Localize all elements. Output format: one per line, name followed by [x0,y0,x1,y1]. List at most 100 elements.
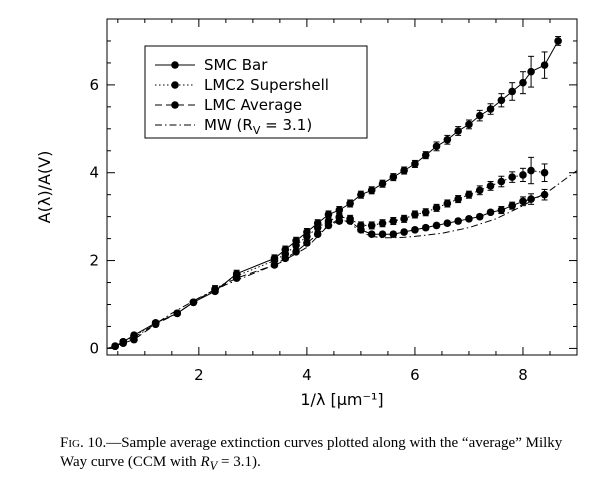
data-point [119,339,128,347]
series-3 [106,170,578,349]
data-point [554,37,562,45]
data-point [508,201,516,210]
caption-figure-number: Fig. 10. [60,435,107,451]
legend-label-subscript: V [253,124,261,137]
legend-marker [171,101,179,109]
data-point [443,199,452,208]
data-point [465,120,473,129]
data-point [475,212,484,221]
data-point [292,247,300,256]
series-layer [106,36,578,351]
data-point [324,210,333,219]
x-axis-label: 1/λ [μm⁻¹] [300,390,383,409]
data-point [540,168,549,177]
series-2 [111,188,549,351]
x-tick-label: 6 [410,366,420,384]
data-point [303,239,311,247]
data-point [335,217,344,225]
figure-caption: Fig. 10.—Sample average extinction curve… [60,434,582,476]
legend-label-text: LMC2 Supershell [204,76,329,94]
series-1 [111,156,549,351]
data-point [313,223,322,232]
data-point [465,190,473,199]
caption-rv-symbol: R [200,454,210,470]
data-point [519,171,527,179]
data-point [411,160,419,168]
data-point [432,142,441,151]
data-point [497,177,506,186]
data-point [497,206,506,214]
data-point [357,190,365,199]
data-point [378,219,387,228]
data-point [432,204,441,212]
y-tick-label: 4 [89,164,99,182]
legend-label-tail: = 3.1) [260,116,312,134]
data-point [475,111,484,120]
legend-label-text: SMC Bar [204,56,268,74]
x-tick-label: 8 [518,366,528,384]
data-point [367,186,376,195]
caption-text: —Sample average extinction curves plotte… [60,435,563,470]
legend-label: LMC Average [204,96,302,114]
data-point [367,230,376,239]
x-tick-label: 2 [194,366,204,384]
data-point [411,210,419,219]
legend-label: MW (RV = 3.1) [204,116,312,137]
data-point [527,166,535,175]
series-line [106,170,578,349]
legend-label: SMC Bar [204,56,268,74]
data-point [454,217,462,225]
series-line [114,169,545,347]
data-point [346,199,354,208]
data-point [497,96,506,105]
data-point [313,230,322,239]
data-point [486,105,495,113]
data-point [111,342,119,351]
data-point [527,67,535,76]
data-point [540,61,549,69]
data-point [465,215,473,223]
data-point [519,78,527,87]
data-point [335,206,344,214]
data-point [443,135,452,144]
data-point [173,309,182,318]
series-line [114,194,545,347]
legend-label-text: MW (R [204,116,253,134]
data-point [454,195,462,203]
data-point [357,226,365,234]
data-point [421,223,430,232]
data-point [486,208,495,217]
data-point [378,179,387,188]
legend-marker [171,81,179,89]
caption-tail: = 3.1). [217,454,261,470]
data-point [189,298,198,307]
data-point [400,215,408,223]
y-tick-label: 6 [89,76,99,94]
data-point [400,228,408,236]
data-point [508,87,516,96]
data-point [475,186,484,195]
data-point [411,226,419,234]
data-point [378,230,387,239]
y-axis-label: A(λ)/A(V) [35,151,54,224]
data-point [421,208,430,217]
data-point [400,166,408,175]
data-point [281,254,290,263]
data-point [303,232,311,241]
plot-frame [106,18,578,356]
data-point [270,261,279,269]
x-tick-label: 4 [302,366,312,384]
legend: SMC Bar LMC2 Supershell LMC Average MW (RV … [144,45,368,139]
legend-marker [171,61,179,69]
data-point [443,219,452,228]
legend-label-text: LMC Average [204,96,302,114]
data-point [389,230,398,239]
data-point [389,217,398,225]
data-point [367,221,376,230]
data-point [454,127,462,135]
legend-box [144,45,368,139]
y-tick-label: 0 [89,339,99,357]
data-point [486,182,495,190]
data-point [527,195,535,203]
data-point [130,335,138,344]
